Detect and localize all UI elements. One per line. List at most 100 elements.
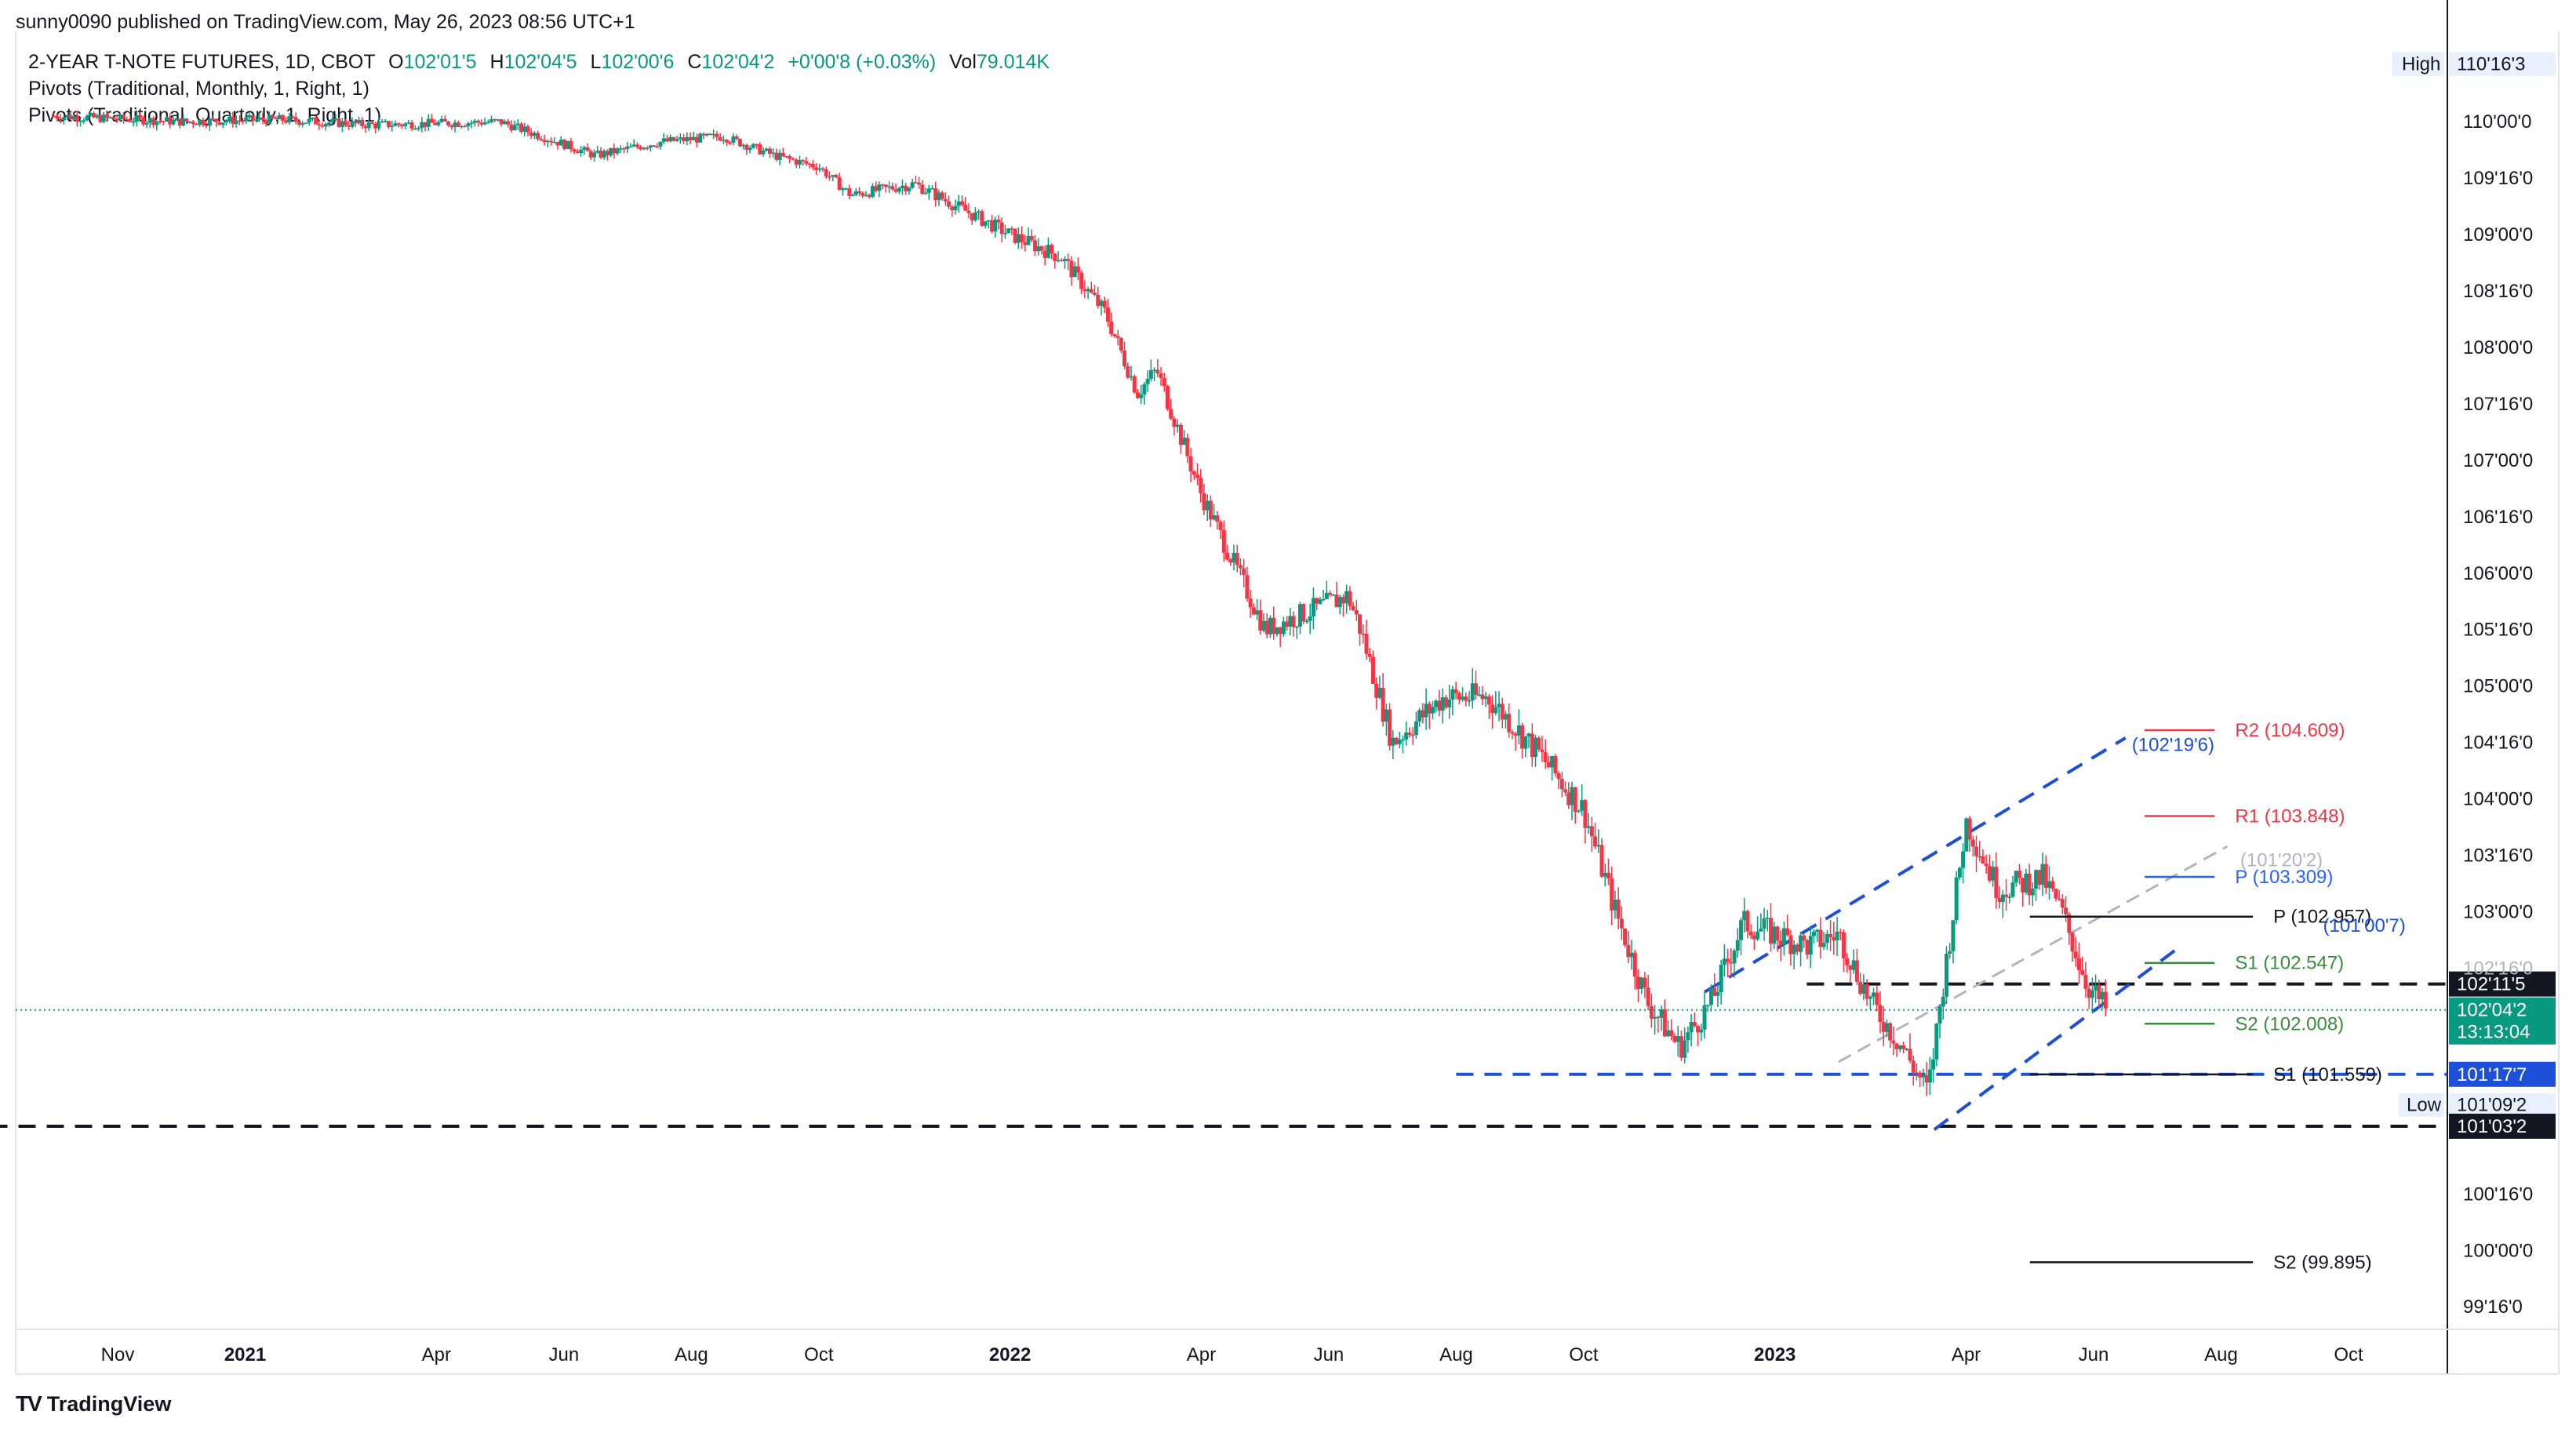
candle xyxy=(237,115,242,126)
candle-body xyxy=(1729,962,1734,964)
candle xyxy=(1202,483,1206,515)
candle-body xyxy=(1872,992,1876,997)
candle-body xyxy=(1556,773,1561,780)
candle-body xyxy=(1434,700,1439,707)
candle-body xyxy=(1636,976,1641,989)
candle-body xyxy=(771,152,776,155)
candle-body xyxy=(999,222,1004,235)
candle xyxy=(1765,909,1770,932)
candle-body xyxy=(1059,260,1064,262)
candle xyxy=(883,184,888,193)
candle xyxy=(1042,245,1047,266)
candle-body xyxy=(1225,552,1230,560)
candle xyxy=(966,203,971,219)
candle xyxy=(1066,253,1071,271)
candle xyxy=(622,147,627,154)
candle-body xyxy=(744,144,749,151)
candle xyxy=(1626,930,1631,964)
candle-body xyxy=(158,121,162,122)
candle-body xyxy=(68,115,73,120)
candle-body xyxy=(1523,736,1528,749)
candle-body xyxy=(701,133,706,136)
candle-body xyxy=(1331,595,1336,596)
tradingview-logo[interactable]: TV TradingView xyxy=(16,1391,171,1416)
candle xyxy=(923,187,928,195)
candle xyxy=(512,120,517,131)
candle xyxy=(698,132,703,144)
candle-body xyxy=(1629,952,1634,958)
high-value: 102'04'5 xyxy=(504,51,577,73)
candle xyxy=(1470,667,1475,709)
candle xyxy=(536,130,540,141)
candle-body xyxy=(344,121,348,126)
candle-body xyxy=(234,120,238,125)
candle xyxy=(1854,948,1859,986)
candle-body xyxy=(963,205,968,211)
candle-body xyxy=(1921,1074,1926,1078)
candle-body xyxy=(1308,616,1312,621)
candle-body xyxy=(512,125,517,131)
candle xyxy=(1905,1048,1909,1051)
candle xyxy=(1769,903,1774,952)
candle-body xyxy=(715,133,719,137)
candle xyxy=(1553,754,1558,777)
candle-body xyxy=(509,124,514,131)
candle xyxy=(453,119,457,133)
candle-body xyxy=(257,117,262,120)
candle-body xyxy=(579,149,584,154)
time-axis[interactable]: Nov 2021 Apr Jun Aug Oct 2022 Apr Jun Aug Oct 2023 A… xyxy=(101,1344,2363,1365)
candle-body xyxy=(2073,951,2078,958)
candle xyxy=(1248,589,1253,618)
candle xyxy=(1324,580,1329,599)
candle-body xyxy=(217,122,222,125)
candle-body xyxy=(1285,621,1290,627)
candle-body xyxy=(658,141,663,147)
candle-body xyxy=(566,140,570,149)
candle xyxy=(1358,614,1363,646)
candle xyxy=(337,117,341,128)
candle-body xyxy=(174,118,179,120)
candle-body xyxy=(1908,1049,1912,1061)
candle xyxy=(1636,969,1641,1002)
candle-body xyxy=(1288,616,1293,627)
candle-body xyxy=(2034,870,2039,889)
candle xyxy=(1421,703,1425,724)
candle-body xyxy=(244,117,249,122)
candle-body xyxy=(804,161,809,164)
candle xyxy=(558,136,563,146)
candle xyxy=(1851,949,1856,974)
candle-body xyxy=(300,123,305,125)
candle xyxy=(2027,864,2032,905)
candle xyxy=(2010,875,2015,898)
candle-body xyxy=(655,146,660,147)
candle-body xyxy=(1924,1074,1929,1083)
candle-body xyxy=(1457,693,1461,700)
candle xyxy=(1440,688,1445,724)
candle xyxy=(1020,226,1024,249)
y-tick-label: 104'00'0 xyxy=(2463,789,2533,810)
price-axis[interactable]: USD110'00'0109'16'0109'00'0108'16'0108'0… xyxy=(2392,52,2556,1318)
candle xyxy=(330,114,335,125)
candle-body xyxy=(214,118,219,122)
candle xyxy=(217,122,222,126)
candle xyxy=(1182,430,1187,445)
indicator-monthly-pivots[interactable]: Pivots (Traditional, Monthly, 1, Right, … xyxy=(28,78,369,100)
candle-body xyxy=(387,121,391,128)
candle xyxy=(562,138,566,151)
candle-body xyxy=(1069,260,1074,278)
candle xyxy=(98,110,103,124)
candle xyxy=(529,128,533,140)
candle-body xyxy=(1756,931,1760,940)
candle xyxy=(1719,959,1723,1005)
candle-body xyxy=(595,151,600,153)
candle-body xyxy=(1716,991,1720,996)
candle-body xyxy=(1722,958,1726,965)
candle xyxy=(194,122,198,125)
candle-body xyxy=(642,147,646,150)
candle xyxy=(1894,1042,1899,1057)
candle xyxy=(943,192,948,206)
candle xyxy=(1139,384,1144,404)
candle xyxy=(2034,869,2039,901)
candle-body xyxy=(1748,931,1753,936)
